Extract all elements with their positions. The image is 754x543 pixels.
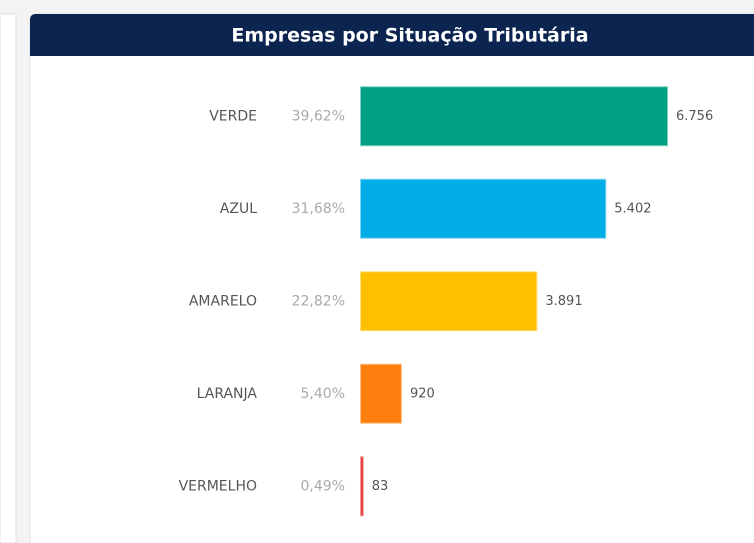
value-label: 5.402 [614, 201, 651, 216]
share-label: 39,62% [292, 108, 345, 124]
category-label: AZUL [220, 201, 257, 217]
card-header [30, 14, 754, 56]
bar [359, 270, 539, 333]
bar [359, 362, 403, 425]
value-label: 920 [410, 386, 435, 401]
bar [359, 455, 365, 518]
share-label: 0,49% [301, 478, 345, 494]
side-panel [0, 13, 17, 543]
value-label: 6.756 [676, 109, 713, 124]
category-label: LARANJA [197, 386, 258, 402]
share-label: 22,82% [292, 293, 345, 309]
category-label: AMARELO [189, 293, 257, 309]
chart-title: Empresas por Situação Tributária [231, 25, 588, 47]
share-label: 5,40% [301, 386, 345, 402]
value-label: 83 [372, 479, 389, 494]
value-label: 3.891 [545, 294, 582, 309]
category-label: VERDE [209, 108, 257, 124]
share-label: 31,68% [292, 201, 345, 217]
bar [359, 177, 608, 240]
bar [359, 85, 669, 148]
category-label: VERMELHO [179, 478, 257, 494]
